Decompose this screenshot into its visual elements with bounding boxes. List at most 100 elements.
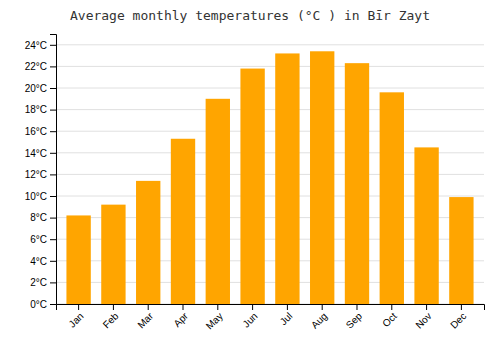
y-axis: 0°C 2°C 4°C 6°C 8°C 10°C 12°C 14°C 16°C 18°C 20°C 2… [25, 35, 57, 310]
x-tick-mark [287, 304, 288, 310]
grid-line [56, 109, 484, 110]
x-tick-label: Mar [135, 310, 155, 330]
x-tick-label: Dec [448, 310, 468, 330]
y-tick: 16°C [25, 126, 56, 137]
x-tick: Jun [240, 304, 259, 330]
bar [380, 92, 404, 304]
x-tick-label: Feb [101, 310, 121, 330]
x-tick: Jan [67, 304, 86, 330]
y-tick-mark [50, 304, 56, 305]
bar [310, 51, 334, 304]
y-tick: 4°C [30, 256, 56, 267]
y-tick: 0°C [30, 299, 56, 310]
y-tick-label: 12°C [25, 169, 47, 180]
y-axis-line [50, 35, 57, 305]
x-tick-mark [461, 304, 462, 310]
y-tick: 6°C [30, 234, 56, 245]
y-tick: 20°C [25, 83, 56, 94]
bar [66, 215, 90, 304]
x-tick-mark [113, 304, 114, 310]
y-tick: 8°C [30, 212, 56, 223]
y-tick-label: 8°C [30, 212, 47, 223]
x-tick-mark [391, 304, 392, 310]
y-tick-mark [50, 88, 56, 89]
x-tick-label: Sep [344, 310, 365, 331]
x-axis-line [57, 305, 485, 311]
y-tick-mark [50, 66, 56, 67]
y-tick-label: 6°C [30, 234, 47, 245]
y-tick-mark [50, 218, 56, 219]
grid-line [56, 66, 484, 67]
y-tick-label: 0°C [30, 299, 47, 310]
x-tick-label: Oct [380, 310, 399, 329]
chart: 0°C 2°C 4°C 6°C 8°C 10°C 12°C 14°C 16°C 18°C 20°C 2… [0, 0, 500, 350]
grid-line [56, 44, 484, 45]
y-tick-label: 18°C [25, 104, 47, 115]
grid [56, 45, 484, 304]
x-tick-label: Jun [240, 310, 259, 329]
bar [136, 181, 160, 304]
plot: 0°C 2°C 4°C 6°C 8°C 10°C 12°C 14°C 16°C 18°C 20°C 2… [25, 35, 485, 332]
y-tick: 14°C [25, 148, 56, 159]
y-tick-mark [50, 196, 56, 197]
x-axis: Jan Feb Mar Apr May Jun Jul Aug Sep Oct Nov Dec [57, 304, 485, 332]
x-tick-mark [426, 304, 427, 310]
bar [449, 197, 473, 304]
x-tick-label: Apr [171, 310, 190, 329]
bar [206, 99, 230, 304]
x-tick-label: Nov [413, 310, 433, 330]
bar [101, 205, 125, 304]
y-tick: 24°C [25, 40, 56, 51]
y-tick-mark [50, 282, 56, 283]
y-tick-label: 14°C [25, 148, 47, 159]
y-tick-mark [50, 239, 56, 240]
bar [171, 139, 195, 304]
title: Average monthly temperatures (°C ) in Bī… [70, 8, 430, 23]
x-tick: Sep [344, 304, 365, 331]
x-tick: Nov [413, 304, 433, 331]
y-tick: 2°C [30, 277, 56, 288]
x-tick-label: Aug [309, 310, 329, 330]
x-tick-mark [148, 304, 149, 310]
x-tick-mark [217, 304, 218, 310]
x-tick-mark [183, 304, 184, 310]
x-tick: Apr [171, 304, 190, 329]
y-tick-label: 24°C [25, 40, 47, 51]
y-tick-mark [50, 131, 56, 132]
x-tick: Dec [448, 304, 468, 331]
x-tick-mark [356, 304, 357, 310]
x-tick: Mar [135, 304, 155, 330]
x-tick-mark [322, 304, 323, 310]
x-tick-label: Jul [278, 310, 295, 327]
x-tick: May [204, 304, 225, 332]
bar [275, 53, 299, 304]
y-tick-mark [50, 153, 56, 154]
y-tick-label: 2°C [30, 277, 47, 288]
y-tick-mark [50, 110, 56, 111]
bars [66, 51, 473, 304]
x-tick-mark [78, 304, 79, 310]
y-tick-label: 10°C [25, 191, 47, 202]
y-tick: 12°C [25, 169, 56, 180]
x-tick: Jul [278, 304, 295, 327]
x-tick-label: May [204, 310, 225, 331]
bar [240, 69, 264, 304]
x-tick: Aug [309, 304, 329, 331]
grid-line [56, 131, 484, 132]
bar [414, 147, 438, 304]
x-tick: Oct [380, 304, 399, 329]
y-tick-label: 22°C [25, 61, 47, 72]
y-tick-mark [50, 174, 56, 175]
y-tick-label: 16°C [25, 126, 47, 137]
y-tick: 22°C [25, 61, 56, 72]
grid-line [56, 88, 484, 89]
y-tick-label: 20°C [25, 83, 47, 94]
x-tick-label: Jan [67, 310, 86, 329]
y-tick: 10°C [25, 191, 56, 202]
y-tick-mark [50, 45, 56, 46]
bar [345, 63, 369, 304]
y-tick-label: 4°C [30, 256, 47, 267]
x-tick-mark [252, 304, 253, 310]
y-tick: 18°C [25, 104, 56, 115]
y-tick-mark [50, 261, 56, 262]
